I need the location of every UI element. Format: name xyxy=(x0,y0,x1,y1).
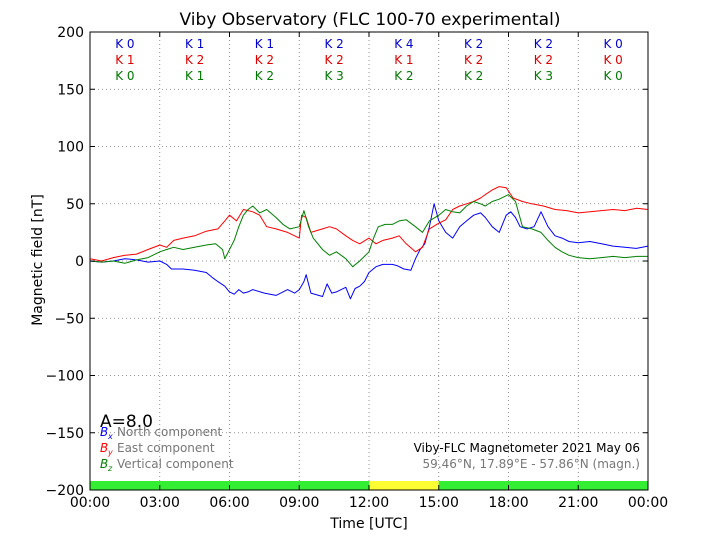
k-index-value: K 1 xyxy=(185,37,204,51)
k-index-value: K 3 xyxy=(534,69,553,83)
k-index-value: K 2 xyxy=(464,37,483,51)
k-index-value: K 2 xyxy=(255,69,274,83)
legend-symbol: B xyxy=(100,425,108,439)
chart-title: Viby Observatory (FLC 100-70 experimenta… xyxy=(180,10,561,30)
y-tick-label: 0 xyxy=(75,254,84,270)
k-index-value: K 2 xyxy=(324,53,343,67)
k-index-value: K 2 xyxy=(394,69,413,83)
series-group xyxy=(89,186,649,300)
grid xyxy=(90,32,648,490)
k-index-value: K 1 xyxy=(185,69,204,83)
x-tick-label: 12:00 xyxy=(349,495,389,511)
k-index-value: K 4 xyxy=(394,37,413,51)
y-tick-label: −200 xyxy=(46,483,84,499)
y-tick-label: 150 xyxy=(57,82,84,98)
axis-ticks: 00:00 03:00 06:00 09:00 12:00 15:00 18:00 21:00… xyxy=(46,25,669,511)
k-index-value: K 2 xyxy=(534,37,553,51)
y-tick-label: 50 xyxy=(66,197,84,213)
y-tick-label: 200 xyxy=(57,25,84,41)
info-line-2: 59.46°N, 17.89°E - 57.86°N (magn.) xyxy=(423,457,640,471)
x-tick-label: 03:00 xyxy=(140,495,180,511)
x-tick-label: 06:00 xyxy=(209,495,249,511)
y-axis-label: Magnetic field [nT] xyxy=(30,194,46,326)
k-index-value: K 0 xyxy=(603,53,622,67)
k-index-value: K 1 xyxy=(394,53,413,67)
series-line-vertical-component xyxy=(89,194,648,268)
k-index-value: K 2 xyxy=(464,53,483,67)
k-index-value: K 0 xyxy=(115,37,134,51)
legend-subscript: x xyxy=(107,432,113,441)
k-index-value: K 0 xyxy=(603,69,622,83)
y-tick-label: −150 xyxy=(46,426,84,442)
legend-label: North component xyxy=(117,425,223,439)
info-line-1: Viby-FLC Magnetometer 2021 May 06 xyxy=(414,441,640,455)
k-index-value: K 2 xyxy=(255,53,274,67)
y-tick-label: −50 xyxy=(54,311,84,327)
y-tick-label: −100 xyxy=(46,369,84,385)
k-index-value: K 2 xyxy=(464,69,483,83)
legend-symbol: B xyxy=(100,457,108,471)
x-axis-label: Time [UTC] xyxy=(329,516,407,532)
x-tick-label: 00:00 xyxy=(70,495,110,511)
activity-segment xyxy=(369,481,439,490)
legend-symbol: B xyxy=(100,441,108,455)
k-index-value: K 1 xyxy=(255,37,274,51)
x-tick-label: 09:00 xyxy=(279,495,319,511)
x-tick-label: 00:00 xyxy=(628,495,668,511)
k-index-value: K 1 xyxy=(115,53,134,67)
series-line-north-component xyxy=(89,203,649,300)
k-index-value: K 0 xyxy=(603,37,622,51)
legend-subscript: y xyxy=(107,448,113,457)
k-index-value: K 2 xyxy=(185,53,204,67)
a-index: A=8.0 xyxy=(100,412,153,432)
x-tick-label: 18:00 xyxy=(488,495,528,511)
k-index-value: K 2 xyxy=(324,37,343,51)
x-tick-label: 21:00 xyxy=(558,495,598,511)
legend-label: East component xyxy=(117,441,215,455)
legend-label: Vertical component xyxy=(117,457,234,471)
x-tick-label: 15:00 xyxy=(419,495,459,511)
legend-subscript: z xyxy=(107,464,113,473)
k-index-value: K 0 xyxy=(115,69,134,83)
series-line-east-component xyxy=(89,186,649,262)
k-index-table: K 0 K 1 K 1 K 2 K 4 K 2 K 2 K 0 K 1 K 2 K 2 K 2 K 1 K… xyxy=(115,37,623,83)
k-index-value: K 2 xyxy=(534,53,553,67)
k-index-value: K 3 xyxy=(324,69,343,83)
activity-segment xyxy=(438,481,648,490)
y-tick-label: 100 xyxy=(57,140,84,156)
